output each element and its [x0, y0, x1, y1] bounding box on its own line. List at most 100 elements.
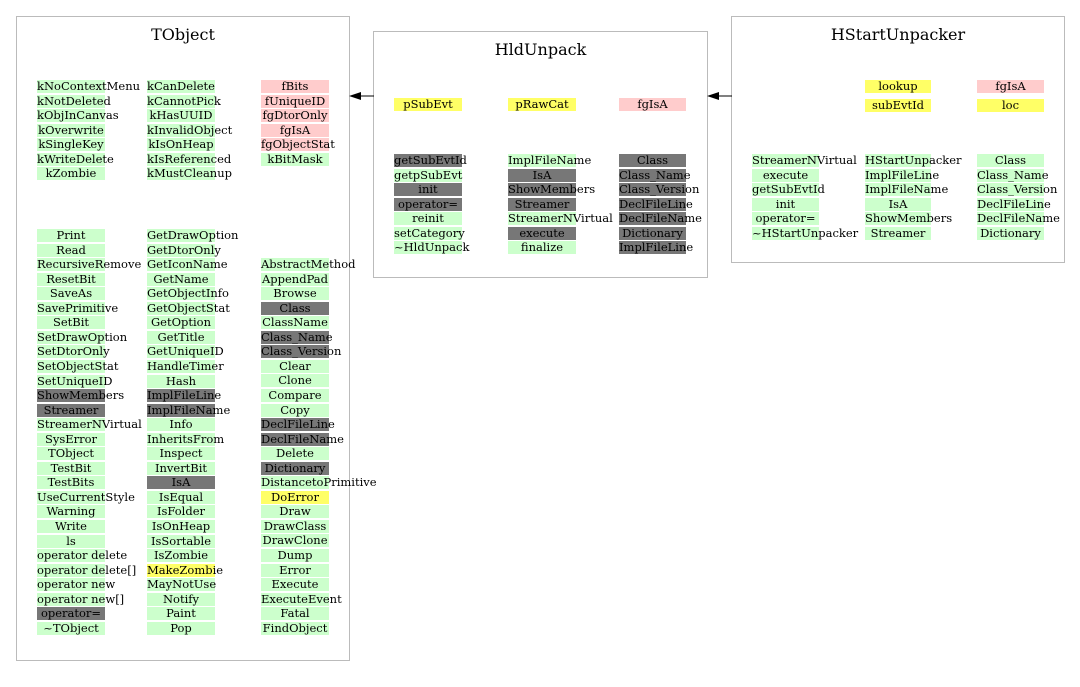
- class-member-label: SetBit: [52, 315, 90, 330]
- class-member: init: [752, 196, 819, 211]
- class-member: Pop: [147, 620, 215, 635]
- class-member-label: Inspect: [159, 446, 203, 461]
- class-member-label: GetTitle: [157, 329, 205, 344]
- class-member: init: [394, 183, 462, 197]
- class-member-label: execute: [519, 225, 565, 240]
- class-member: DeclFileLine: [977, 197, 1051, 211]
- class-member-label: Compare: [268, 387, 322, 402]
- class-title: TObject: [151, 25, 215, 44]
- class-member: ImplFileLine: [619, 241, 693, 255]
- class-member: TestBits: [37, 475, 105, 490]
- class-member-label: operator delete: [37, 548, 128, 563]
- class-member: GetOption: [147, 315, 215, 330]
- class-member: loc: [977, 98, 1044, 112]
- class-member-label: SetUniqueID: [37, 373, 113, 388]
- class-member-label: Class_Name: [261, 329, 333, 344]
- class-member: StreamerNVirtual: [37, 418, 142, 432]
- class-member-label: reinit: [412, 211, 444, 226]
- class-member: IsA: [147, 476, 215, 490]
- class-member: ~HStartUnpacker: [752, 226, 858, 240]
- class-member-label: kMustCleanup: [147, 166, 232, 181]
- class-member-label: operator new[]: [37, 591, 125, 606]
- class-member-label: fUniqueID: [264, 93, 326, 108]
- class-member: fgIsA: [619, 98, 686, 111]
- class-member: InheritsFrom: [147, 432, 224, 446]
- class-member-label: Pop: [170, 620, 192, 635]
- class-member: UseCurrentStyle: [37, 490, 135, 504]
- class-member: Class: [977, 154, 1044, 167]
- class-member: reinit: [394, 211, 462, 226]
- class-member: kIsOnHeap: [147, 138, 215, 152]
- class-member-label: fgIsA: [995, 79, 1026, 93]
- class-member-label: IsA: [888, 196, 908, 211]
- class-member-label: execute: [762, 167, 809, 182]
- class-member-label: GetOption: [150, 315, 212, 330]
- class-member-label: Hash: [165, 373, 197, 388]
- class-member-label: TestBits: [47, 475, 95, 490]
- class-member-label: Streamer: [43, 402, 99, 417]
- class-member-label: operator=: [397, 196, 459, 211]
- class-member-label: DeclFileLine: [977, 196, 1051, 211]
- class-member: kNoContextMenu: [37, 80, 140, 93]
- class-member: kIsReferenced: [147, 152, 231, 166]
- inheritance-arrow-hldunpack-to-tobject: [349, 92, 374, 100]
- class-member: TestBit: [37, 461, 105, 475]
- class-member: operator=: [394, 196, 462, 211]
- class-member: Dictionary: [977, 226, 1044, 240]
- class-member: ImplFileLine: [865, 168, 939, 182]
- class-member: FindObject: [261, 621, 329, 635]
- class-member-label: lookup: [878, 79, 918, 93]
- class-member-label: Class_Version: [619, 182, 700, 197]
- class-member: getSubEvtId: [752, 183, 825, 197]
- class-member: Hash: [147, 373, 215, 388]
- class-member-label: Clone: [278, 373, 312, 388]
- class-member: StreamerNVirtual: [508, 212, 613, 226]
- class-member-label: Print: [56, 228, 86, 242]
- class-member-label: Notify: [162, 591, 200, 606]
- class-member-label: GetDrawOption: [147, 228, 239, 242]
- class-member-label: DeclFileName: [619, 211, 702, 226]
- class-member: ShowMembers: [37, 389, 124, 403]
- class-member-label: ImplFileName: [147, 402, 231, 417]
- class-member-label: init: [775, 196, 796, 211]
- class-member-label: Streamer: [870, 225, 926, 240]
- class-member-label: IsSortable: [150, 533, 212, 548]
- class-member: Paint: [147, 607, 215, 621]
- class-member-label: Error: [279, 562, 311, 577]
- class-member-label: Warning: [46, 504, 96, 519]
- class-member: GetUniqueID: [147, 345, 224, 359]
- class-member: Delete: [261, 446, 329, 461]
- class-member: DeclFileLine: [261, 418, 335, 432]
- class-member-label: Class: [279, 300, 311, 315]
- class-member: MayNotUse: [147, 578, 216, 592]
- class-member: fUniqueID: [261, 93, 329, 108]
- class-member-label: kOverwrite: [38, 122, 104, 137]
- class-member-label: Read: [56, 242, 86, 257]
- class-member-label: fgObjectStat: [261, 137, 335, 152]
- class-member: ExecuteEvent: [261, 592, 342, 606]
- class-member-label: SysError: [44, 431, 98, 446]
- class-member-label: setCategory: [394, 225, 465, 240]
- class-member: SetObjectStat: [37, 359, 119, 373]
- class-member-label: InheritsFrom: [147, 431, 225, 446]
- class-member: operator=: [37, 607, 105, 621]
- class-member: fgIsA: [977, 80, 1044, 93]
- class-member-label: SetObjectStat: [37, 358, 119, 373]
- class-member: ImplFileName: [865, 183, 948, 197]
- class-member-label: getSubEvtId: [752, 182, 825, 197]
- class-member-label: Class_Name: [619, 167, 691, 182]
- class-member-label: DoError: [271, 489, 319, 504]
- class-member-label: SetDrawOption: [37, 329, 128, 344]
- class-member-label: Delete: [276, 446, 314, 461]
- class-member-label: kZombie: [45, 166, 97, 181]
- class-member: fBits: [261, 80, 329, 93]
- class-member: lookup: [865, 80, 931, 93]
- class-member-label: UseCurrentStyle: [37, 489, 135, 504]
- class-member: Streamer: [865, 225, 931, 240]
- class-member: SetBit: [37, 315, 105, 330]
- class-member: Error: [261, 562, 329, 577]
- class-member-label: ~HStartUnpacker: [752, 225, 859, 240]
- class-member-label: finalize: [520, 240, 564, 255]
- class-member: Class_Version: [261, 345, 341, 359]
- class-member-label: ls: [66, 533, 76, 548]
